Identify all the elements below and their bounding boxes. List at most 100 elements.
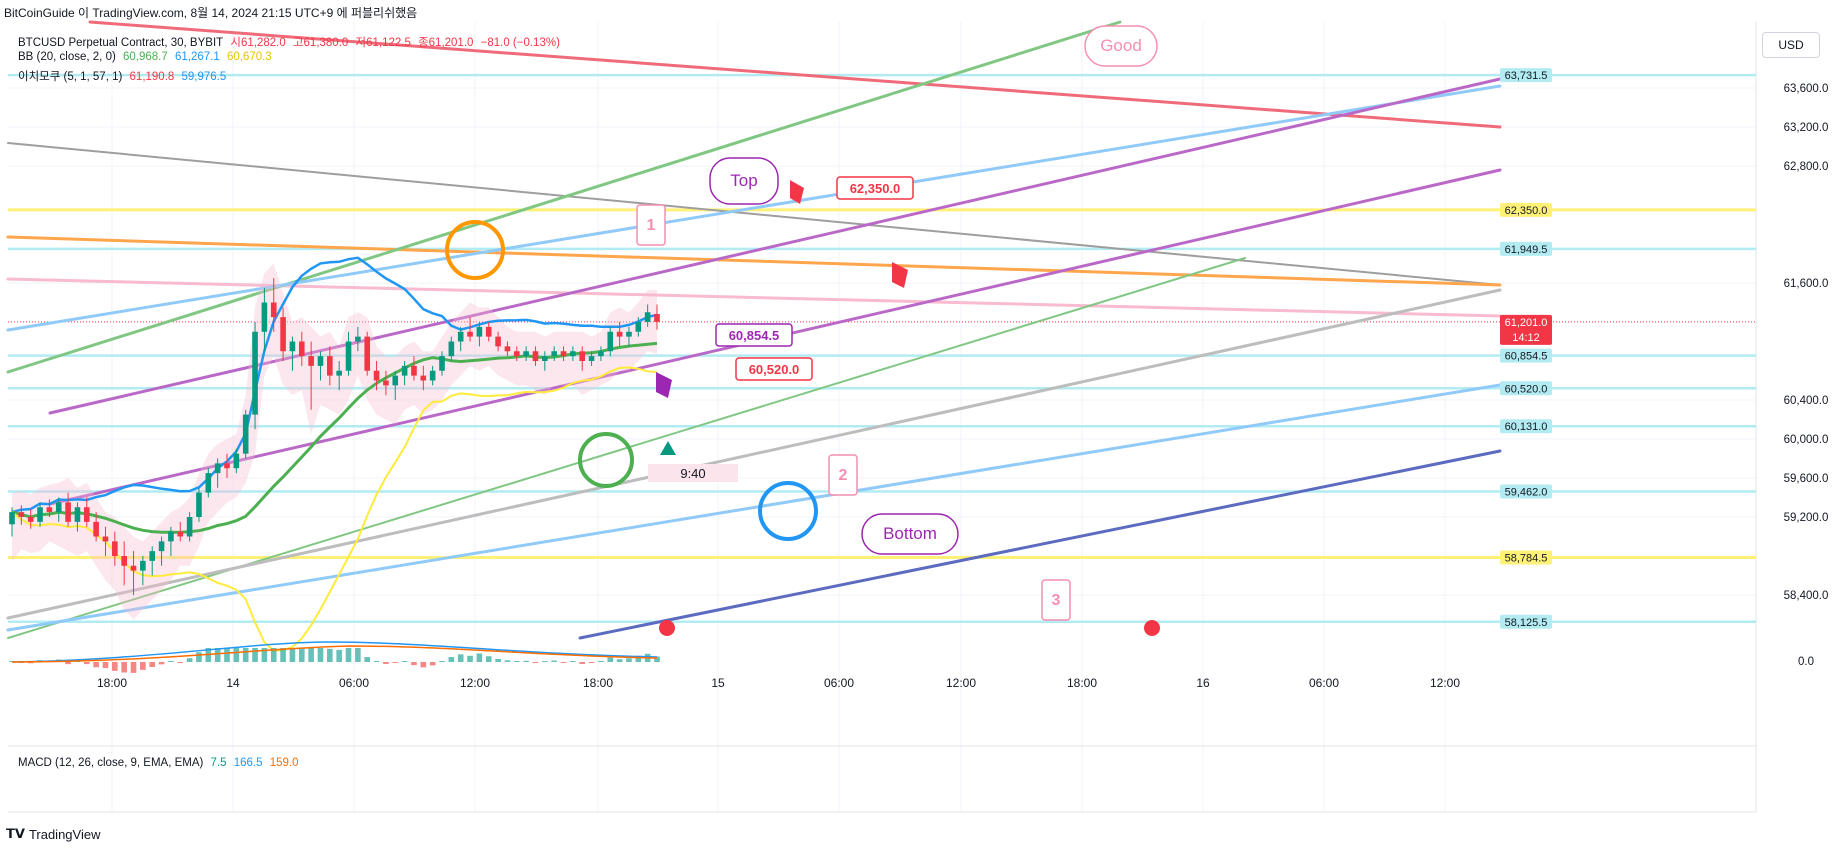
x-tick-label: 12:00 [1430, 676, 1460, 690]
macd-bar [317, 648, 324, 662]
trend-line [6, 288, 1502, 620]
ichimoku-cloud [12, 263, 657, 620]
macd-bar [626, 658, 632, 662]
callout-box [828, 454, 858, 496]
macd-bar [495, 659, 501, 662]
candle-body [74, 507, 81, 522]
macd-bar [336, 649, 342, 662]
candle-body [457, 331, 464, 342]
callout-text: 60,520.0 [749, 362, 800, 377]
macd-bar [607, 657, 614, 662]
annotations[interactable]: Good Top Bottom 62,350.0 60,854.5 60,520.0 1 2 3… [445, 25, 1160, 636]
macd-bar [411, 662, 417, 666]
ichimoku-cloud-area [12, 263, 657, 620]
trend-lines[interactable] [6, 20, 1502, 640]
trend-line [6, 277, 1502, 318]
candle-body [401, 365, 408, 376]
legend-low-label: 저 [355, 37, 367, 49]
legend-low: 61,122.5 [366, 37, 411, 49]
legend-macd-v2: 166.5 [233, 757, 263, 769]
legend-high: 61,380.0 [303, 37, 349, 49]
macd-bar [588, 662, 595, 663]
macd-bar [364, 657, 371, 662]
confused-face-icon [758, 481, 818, 541]
callout-bubble [861, 513, 959, 555]
macd-bar [242, 648, 249, 662]
legend-symbol[interactable]: BTCUSD Perpetual Contract, 30, BYBIT [18, 37, 224, 49]
candle-body [149, 551, 156, 561]
macd-bar [112, 662, 118, 671]
macd-bar [598, 661, 604, 662]
legend-close: 61,201.0 [428, 37, 474, 49]
bb-upper-line [11, 256, 658, 514]
candle-body [46, 507, 53, 513]
candle-body [27, 517, 34, 522]
callout-text: 1 [647, 217, 656, 234]
price-label-bg [1500, 348, 1552, 363]
candle-body [37, 507, 43, 522]
candle-body [280, 317, 286, 352]
legend-macd-label[interactable]: MACD (12, 26, close, 9, EMA, EMA) [18, 757, 204, 769]
candle-body [252, 331, 258, 415]
callout-text: 9:40 [680, 466, 705, 481]
legend-macd-v1: 7.5 [210, 757, 227, 769]
candle-body [532, 351, 539, 361]
candle-body [504, 346, 511, 352]
candle-body [476, 326, 483, 337]
candle-body [616, 331, 623, 337]
candle-body [177, 531, 184, 537]
candle-body [626, 331, 632, 337]
legend-macd-v3: 159.0 [269, 757, 299, 769]
y-tick-label: 58,400.0 [1784, 590, 1829, 602]
trend-line [6, 235, 1502, 287]
legend-bb-lower: 60,670.3 [226, 51, 272, 63]
trend-line [6, 84, 1502, 332]
legend-bb-label[interactable]: BB (20, close, 2, 0) [18, 51, 116, 63]
macd-bar [542, 661, 548, 662]
legend-ichimoku-label[interactable]: 이치모쿠 (5, 1, 57, 1) [18, 71, 123, 83]
macd-signal-line [11, 645, 658, 663]
candle-body [18, 512, 25, 517]
x-tick-label: 18:00 [97, 676, 127, 690]
candle-body [635, 322, 642, 332]
bb-mid-line [11, 341, 658, 534]
currency-button[interactable]: USD [1762, 32, 1820, 58]
macd-histogram [9, 641, 660, 673]
x-tick-label: 06:00 [339, 676, 369, 690]
price-label-text: 58,784.5 [1505, 553, 1548, 565]
callout-bubble [709, 157, 779, 205]
macd-bar [551, 660, 557, 662]
macd-bar [570, 661, 576, 662]
legend-symbol-row: BTCUSD Perpetual Contract, 30, BYBIT 시61… [18, 34, 564, 50]
macd-bar [130, 662, 137, 673]
lower-line [11, 366, 658, 653]
x-tick-label: 15 [711, 676, 725, 690]
macd-bar [429, 662, 436, 666]
candle-body [93, 521, 99, 537]
macd-bar [140, 662, 146, 670]
y-tick-label: 62,800.0 [1784, 161, 1829, 173]
candle-body [383, 380, 389, 386]
price-label-bg [1500, 484, 1552, 499]
callout-text: Good [1100, 36, 1142, 55]
candle-body [55, 502, 62, 513]
macd-bar [270, 648, 277, 662]
price-label-bg [1500, 314, 1552, 345]
pane-layer [8, 22, 1757, 813]
macd-bar [65, 662, 71, 665]
candle-body [121, 556, 127, 566]
candle-body [345, 341, 352, 371]
candle-body [644, 312, 651, 322]
legend-ichimoku-v1: 61,190.8 [129, 71, 175, 83]
callout-box [836, 176, 914, 200]
time-label-bg [648, 464, 738, 482]
trend-line [88, 20, 1502, 129]
hand-pointer-icon [790, 180, 804, 204]
happy-face-icon [445, 220, 505, 280]
candle-body [186, 517, 193, 537]
macd-bar [196, 652, 202, 662]
candle-body [205, 473, 212, 493]
candle-body [429, 370, 436, 381]
candle-body [130, 565, 137, 571]
